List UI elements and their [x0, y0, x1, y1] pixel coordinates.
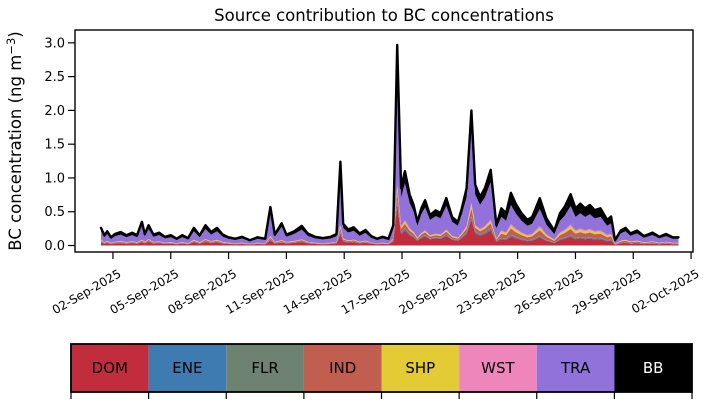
legend-swatch-dom	[71, 344, 149, 392]
y-axis-label-main: BC concentration (ng m	[6, 55, 25, 251]
legend-label-dom: DOM	[92, 359, 128, 377]
legend-swatch-flr	[226, 344, 304, 392]
total-envelope-line	[99, 43, 680, 242]
legend-frame	[70, 343, 693, 393]
chart-title: Source contribution to BC concentrations	[214, 6, 554, 25]
legend-swatch-wst	[459, 344, 537, 392]
plot-frame	[74, 29, 694, 253]
legend-label-ind: IND	[329, 359, 356, 377]
legend-swatch-ene	[148, 344, 227, 392]
legend-strip: DOM ENE FLR IND SHP WST TRA BB	[70, 343, 693, 399]
legend-label-flr: FLR	[251, 359, 278, 377]
legend-swatch-tra	[536, 344, 615, 392]
y-tick-label: 1.0	[44, 171, 65, 186]
y-axis-label-close: )	[6, 31, 25, 37]
legend-label-shp: SHP	[405, 359, 435, 377]
y-tick-label: 0.0	[44, 239, 65, 254]
y-tick-label: 1.5	[44, 138, 65, 153]
y-tick-label: 2.5	[44, 70, 65, 85]
legend-label-bb: BB	[643, 359, 664, 377]
y-axis-label-superscript: −3	[4, 38, 18, 55]
y-tick-label: 0.5	[44, 205, 65, 220]
legend-swatch-shp	[381, 344, 460, 392]
legend-label-wst: WST	[481, 359, 515, 377]
legend-label-ene: ENE	[172, 359, 202, 377]
legend-swatch-ind	[303, 344, 382, 392]
y-axis-label: BC concentration (ng m−3)	[4, 31, 25, 250]
legend-label-tra: TRA	[560, 359, 591, 377]
y-tick-label: 3.0	[44, 36, 65, 51]
legend-swatch-bb	[614, 344, 693, 392]
y-tick-label: 2.0	[44, 104, 65, 119]
